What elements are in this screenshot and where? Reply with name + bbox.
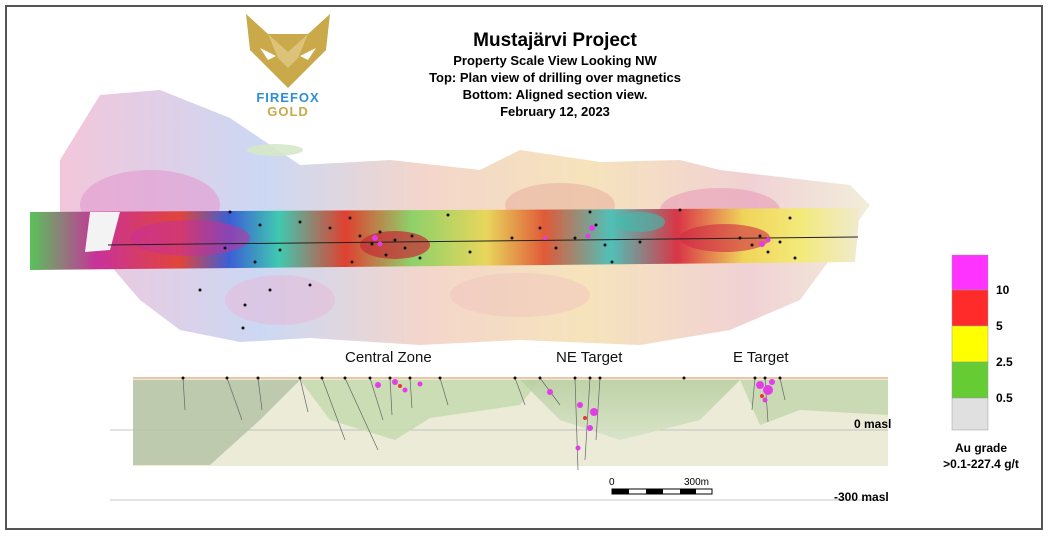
legend-label-5: 5 — [996, 319, 1003, 333]
legend-label-10: 10 — [996, 283, 1010, 297]
scale-bar — [611, 488, 713, 495]
high-grade-plan — [372, 225, 771, 247]
section-shell-west — [133, 380, 300, 465]
section-med-grade — [398, 384, 764, 420]
subtitle-2: Top: Plan view of drilling over magnetic… — [429, 70, 681, 85]
section-high-grade — [375, 379, 775, 451]
main-title: Mustajärvi Project — [473, 30, 637, 51]
legend-box-0 — [951, 254, 989, 291]
legend-box-3 — [951, 361, 989, 399]
section-shell-central — [300, 380, 540, 440]
fox-logo-icon — [246, 14, 330, 88]
legend-label-0-5: 0.5 — [996, 391, 1013, 405]
e-target-label: E Target — [733, 349, 789, 366]
legend-box-1 — [951, 289, 989, 327]
legend-box-4 — [951, 397, 989, 431]
section-shell-e — [740, 380, 888, 425]
title-block: Mustajärvi Project Property Scale View L… — [400, 30, 710, 120]
subtitle-3: Bottom: Aligned section view. — [462, 87, 648, 102]
scale-end-label: 300m — [684, 477, 710, 488]
logo-word-gold: GOLD — [267, 104, 309, 119]
legend-boxes — [951, 254, 989, 431]
legend-box-2 — [951, 325, 989, 363]
au-grade-title: Au grade >0.1-227.4 g/t — [936, 440, 1026, 472]
legend-label-2-5: 2.5 — [996, 355, 1013, 369]
figure-frame — [5, 5, 1043, 530]
au-grade-line2: >0.1-227.4 g/t — [943, 457, 1019, 471]
date-label: February 12, 2023 — [500, 104, 610, 119]
ne-target-label: NE Target — [556, 349, 623, 366]
company-logo: FIREFOX GOLD — [238, 12, 338, 120]
elevation-minus300-label: -300 masl — [834, 490, 889, 504]
central-zone-label: Central Zone — [345, 349, 432, 366]
logo-word-firefox: FIREFOX — [256, 90, 320, 105]
drill-collars — [198, 208, 797, 330]
section-shell-ne — [520, 380, 740, 440]
au-grade-line1: Au grade — [954, 441, 1007, 455]
scale-start-label: 0 — [609, 477, 615, 488]
section-collars — [181, 376, 782, 380]
subtitle-1: Property Scale View Looking NW — [453, 53, 657, 68]
elevation-zero-label: 0 masl — [854, 417, 892, 431]
